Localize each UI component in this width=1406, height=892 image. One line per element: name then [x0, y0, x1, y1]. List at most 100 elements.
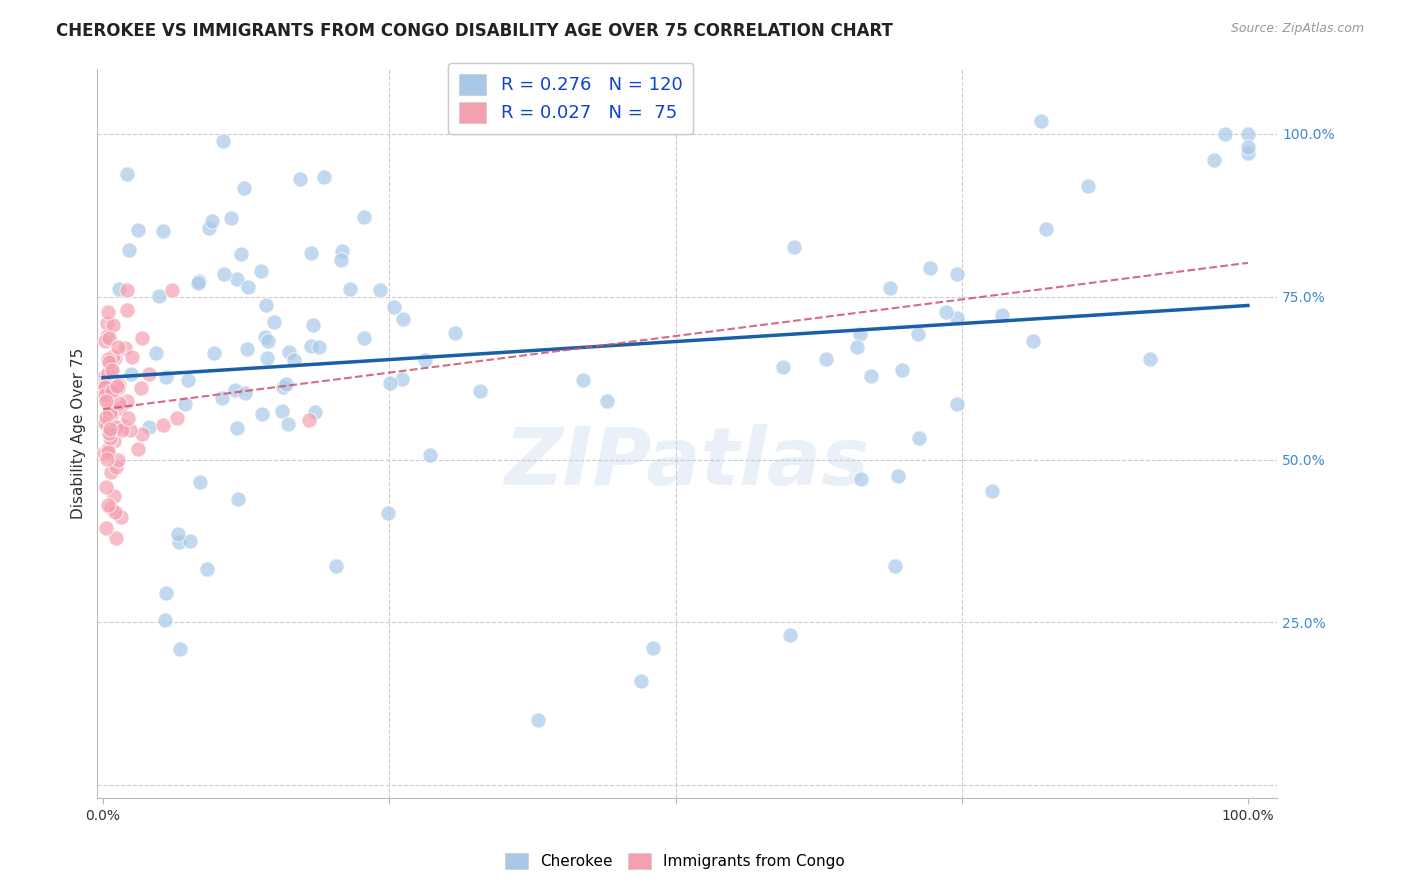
Point [468, 384, 491, 398]
Point [233, 386, 256, 401]
Point [918, 260, 941, 275]
Point [117, 411, 139, 425]
Point [288, 172, 311, 186]
Point [107, 381, 129, 395]
Point [96, 452, 118, 467]
Point [277, 417, 299, 431]
Point [167, 534, 190, 549]
Point [103, 434, 125, 448]
Point [641, 641, 664, 656]
Point [891, 362, 914, 376]
Point [187, 274, 209, 288]
Point [131, 331, 153, 345]
Point [105, 378, 128, 392]
Point [392, 311, 415, 326]
Point [93, 446, 115, 460]
Point [114, 341, 136, 355]
Point [273, 380, 295, 394]
Point [108, 282, 131, 296]
Point [118, 423, 141, 437]
Point [115, 393, 138, 408]
Point [96, 328, 118, 343]
Point [845, 340, 868, 354]
Point [131, 426, 153, 441]
Point [391, 372, 413, 386]
Point [308, 341, 330, 355]
Point [96, 316, 118, 330]
Point [211, 392, 233, 406]
Point [166, 526, 188, 541]
Point [946, 397, 969, 411]
Point [419, 448, 441, 462]
Point [908, 431, 931, 445]
Point [94, 521, 117, 535]
Point [97, 305, 120, 319]
Point [98, 422, 121, 436]
Point [263, 315, 285, 329]
Point [860, 368, 883, 383]
Point [329, 253, 352, 268]
Point [100, 501, 122, 516]
Point [121, 350, 143, 364]
Point [368, 284, 391, 298]
Point [301, 246, 323, 260]
Point [879, 281, 901, 295]
Point [238, 280, 260, 294]
Point [254, 298, 277, 312]
Point [94, 369, 117, 384]
Point [155, 369, 177, 384]
Point [1139, 352, 1161, 367]
Point [219, 211, 242, 226]
Point [94, 334, 117, 348]
Point [527, 713, 550, 727]
Point [572, 373, 595, 387]
Point [105, 459, 128, 474]
Point [108, 401, 131, 415]
Point [229, 247, 252, 261]
Point [201, 213, 224, 227]
Point [302, 318, 325, 333]
Point [250, 264, 273, 278]
Point [127, 442, 149, 456]
Point [212, 267, 235, 281]
Point [104, 421, 127, 435]
Point [226, 271, 249, 285]
Point [96, 394, 118, 409]
Point [202, 346, 225, 360]
Point [138, 420, 160, 434]
Point [274, 376, 297, 391]
Point [332, 244, 354, 258]
Point [884, 558, 907, 573]
Point [97, 498, 120, 512]
Point [325, 559, 347, 574]
Legend: R = 0.276   N = 120, R = 0.027   N =  75: R = 0.276 N = 120, R = 0.027 N = 75 [449, 63, 693, 134]
Point [138, 368, 160, 382]
Point [104, 351, 127, 365]
Point [232, 181, 254, 195]
Point [101, 384, 124, 398]
Point [256, 351, 278, 366]
Point [353, 331, 375, 345]
Point [100, 465, 122, 479]
Point [1035, 222, 1057, 236]
Point [155, 585, 177, 599]
Point [100, 362, 122, 376]
Point [94, 380, 117, 394]
Point [103, 318, 125, 332]
Point [299, 339, 322, 353]
Text: Source: ZipAtlas.com: Source: ZipAtlas.com [1230, 22, 1364, 36]
Point [179, 534, 201, 549]
Legend: Cherokee, Immigrants from Congo: Cherokee, Immigrants from Congo [499, 847, 851, 875]
Point [101, 349, 124, 363]
Point [339, 282, 361, 296]
Point [630, 674, 652, 689]
Point [98, 407, 121, 421]
Point [107, 340, 129, 354]
Point [224, 384, 246, 398]
Point [152, 224, 174, 238]
Point [198, 220, 221, 235]
Point [935, 305, 957, 319]
Point [298, 413, 321, 427]
Point [115, 302, 138, 317]
Point [127, 223, 149, 237]
